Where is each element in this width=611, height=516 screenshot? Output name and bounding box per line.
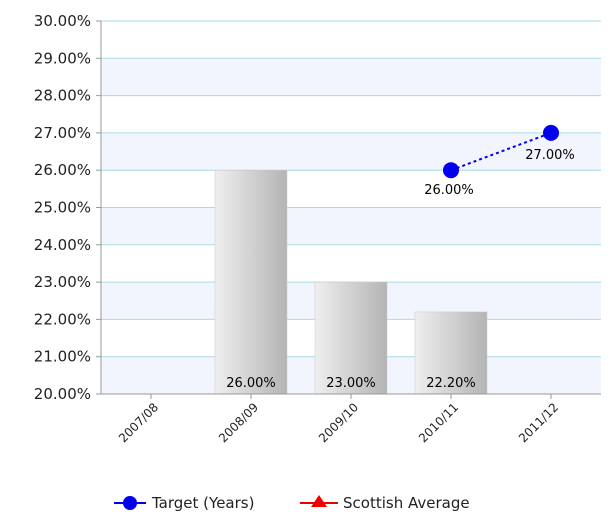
x-tick-label: 2011/12 [516,400,561,445]
y-tick-label: 27.00% [34,124,91,142]
y-tick-label: 30.00% [34,12,91,30]
series-lines: 26.00% 27.00% [424,124,575,198]
legend[interactable]: Target (Years) Scottish Average [114,494,470,512]
x-tick-label: 2009/10 [316,400,361,445]
y-tick-label: 29.00% [34,49,91,67]
bar-data-label: 26.00% [226,376,276,391]
point-data-label: 27.00% [525,148,575,163]
y-tick-label: 21.00% [34,348,91,366]
series-point[interactable] [443,162,459,179]
y-tick-label: 25.00% [34,199,91,217]
y-tick-label: 26.00% [34,161,91,179]
legend-circle-marker [123,496,137,510]
x-tick-label: 2008/09 [216,400,261,445]
y-tick-label: 22.00% [34,310,91,328]
plot-band [101,58,601,96]
bar-data-label: 23.00% [326,376,376,391]
bars: 26.00% 23.00% 22.20% [214,169,488,395]
y-tick-label: 28.00% [34,87,91,105]
bar-2010/11[interactable] [414,311,488,395]
x-tick-label: 2010/11 [416,400,461,445]
y-axis-ticks: 20.00% 21.00% 22.00% 23.00% 24.00% 25.00% 26.0… [34,12,101,403]
plot-band [101,207,601,245]
series-point[interactable] [543,124,559,141]
legend-label[interactable]: Scottish Average [343,494,470,512]
bar-2009/10[interactable] [314,281,388,395]
plot-band [101,132,601,171]
point-data-label: 26.00% [424,183,474,198]
legend-label[interactable]: Target (Years) [151,494,254,512]
y-tick-label: 23.00% [34,273,91,291]
y-tick-label: 20.00% [34,385,91,403]
x-tick-label: 2007/08 [116,400,161,445]
x-axis-ticks: 2007/08 2008/09 2009/10 2010/11 2011/12 [116,394,561,445]
y-tick-label: 24.00% [34,236,91,254]
bar-data-label: 22.20% [426,376,476,391]
legend-triangle-marker [311,495,327,507]
bar-2008/09[interactable] [214,169,288,395]
